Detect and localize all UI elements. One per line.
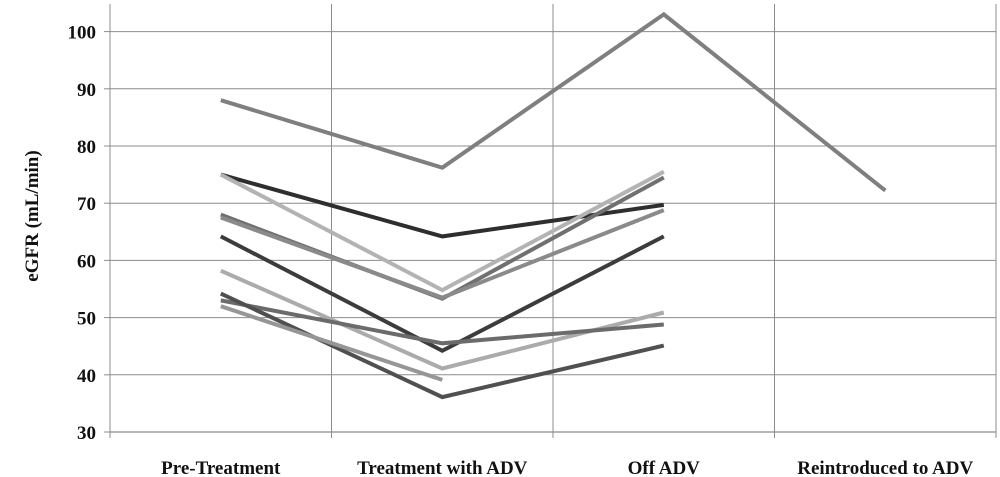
- y-tick-label: 60: [77, 251, 96, 272]
- series-line-2: [220, 172, 665, 239]
- y-tick-label: 30: [77, 423, 96, 444]
- y-tick-label: 90: [77, 80, 96, 101]
- y-tick-label: 100: [68, 23, 97, 44]
- y-tick-label: 50: [77, 309, 96, 330]
- x-category-label: Off ADV: [628, 458, 701, 477]
- y-axis-tick-labels: 30 40 50 60 70 80 90 100: [68, 23, 97, 444]
- series-line-3: [219, 169, 665, 293]
- series-line-1: [220, 11, 887, 193]
- series-line-8: [220, 298, 664, 346]
- y-tick-label: 80: [77, 137, 96, 158]
- x-category-label: Treatment with ADV: [357, 458, 528, 477]
- x-category-label: Reintroduced to ADV: [797, 458, 973, 477]
- series-line-7: [219, 268, 665, 371]
- series-line-5: [220, 208, 665, 300]
- series-lines: [219, 11, 887, 400]
- x-category-label: Pre-Treatment: [161, 458, 281, 477]
- x-axis-category-labels: Pre-Treatment Treatment with ADV Off ADV Re…: [161, 458, 973, 477]
- series-line-6: [219, 234, 665, 354]
- y-tick-label: 70: [77, 194, 96, 215]
- series-line-10: [220, 304, 443, 382]
- y-axis-title: eGFR (mL/min): [22, 150, 43, 281]
- y-tick-label: 40: [77, 366, 96, 387]
- series-line-9: [219, 291, 665, 400]
